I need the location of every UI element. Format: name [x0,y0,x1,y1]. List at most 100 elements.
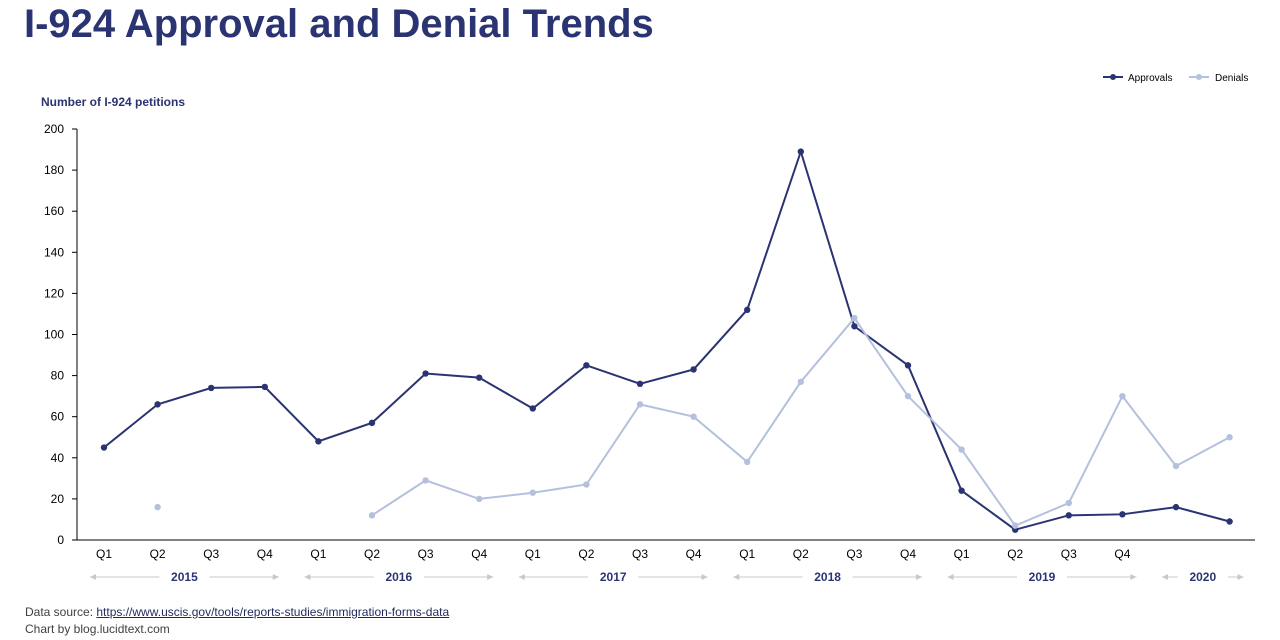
data-point-approvals [100,444,108,451]
x-tick-label: Q2 [793,547,809,561]
y-tick-label: 0 [57,533,64,547]
data-point-denials [1226,434,1233,441]
y-axis-label: Number of I-924 petitions [41,95,185,109]
y-tick-label: 80 [51,369,65,383]
y-tick-label: 120 [44,286,64,300]
x-tick-label: Q4 [471,547,487,561]
year-group-2019: 2019 [947,570,1137,584]
year-arrowhead-right [916,574,922,580]
legend: Approvals Denials [1103,73,1248,84]
year-arrowhead-left [90,574,96,580]
data-point-denials [904,392,912,400]
axes: 0 20 40 60 80 100 120 140 160 180 200 [44,122,1255,547]
legend-denials-label: Denials [1215,73,1248,84]
x-tick-label: Q1 [96,547,112,561]
series-approvals [100,148,1233,533]
data-point-approvals [1065,512,1073,519]
series-denials [154,314,1233,529]
year-arrowhead-right [487,574,494,580]
chart-title: I-924 Approval and Denial Trends [24,2,654,46]
x-tick-label: Q3 [203,547,219,561]
x-tick-label: Q2 [364,547,380,561]
x-tick-label: Q3 [418,547,434,561]
y-tick-label: 160 [44,204,64,218]
x-axis-labels: Q1 Q2 Q3 Q4 Q1 Q2 Q3 Q4 Q1 Q2 Q3 Q4 Q1 Q2 Q3 Q4 Q1 Q2 Q3 Q4… [90,547,1244,584]
x-tick-label: Q4 [686,547,702,561]
data-point-approvals [476,374,483,381]
data-point-denials [1012,522,1019,529]
year-group-2015: 2015 [90,570,279,584]
data-point-approvals [1226,518,1233,525]
data-point-denials [797,378,804,385]
year-group-2020: 2020 [1162,570,1244,584]
data-point-denials [744,458,751,466]
data-point-denials [583,481,590,488]
data-point-approvals [208,384,215,392]
x-tick-label: Q3 [632,547,648,561]
data-point-approvals [1172,503,1180,511]
data-point-approvals [154,401,161,408]
x-tick-label: Q4 [1114,547,1130,561]
year-label: 2020 [1189,570,1216,584]
x-tick-label: Q1 [310,547,326,561]
year-arrowhead-left [304,574,311,580]
data-point-approvals [315,438,322,445]
data-point-approvals [583,362,590,369]
year-arrowhead-left [733,574,740,580]
line-chart: Number of I-924 petitions Approvals Deni… [41,73,1255,584]
year-label: 2015 [171,570,198,584]
year-arrowhead-left [1162,574,1168,580]
x-tick-label: Q4 [257,547,273,561]
y-tick-label: 180 [44,163,64,177]
data-point-denials [368,512,376,519]
y-tick-label: 20 [51,492,65,506]
data-point-denials [636,401,644,408]
x-tick-label: Q3 [846,547,862,561]
y-tick-label: 140 [44,245,64,259]
year-arrowhead-right [701,574,708,580]
year-arrowhead-left [947,574,954,580]
year-arrowhead-right [1130,574,1137,580]
data-point-approvals [529,405,536,412]
data-point-denials [529,489,536,496]
data-point-denials [476,495,483,503]
x-tick-label: Q1 [525,547,541,561]
chart-credit: Chart by blog.lucidtext.com [25,622,170,636]
data-point-denials [154,503,161,511]
year-group-2018: 2018 [733,570,922,584]
series-line-approvals [103,148,1230,531]
year-group-2016: 2016 [304,570,494,584]
x-tick-label: Q3 [1061,547,1077,561]
legend-approvals-marker [1110,74,1116,80]
data-point-denials [690,413,697,420]
year-arrowhead-right [272,574,279,580]
data-point-approvals [851,323,858,330]
y-tick-label: 100 [44,328,64,342]
year-arrowhead-left [518,574,525,580]
data-point-approvals [690,366,697,373]
year-label: 2018 [814,570,841,584]
x-tick-label: Q2 [1007,547,1023,561]
data-source-link[interactable]: https://www.uscis.gov/tools/reports-stud… [96,605,450,619]
x-tick-label: Q2 [578,547,594,561]
data-point-approvals [1119,511,1126,518]
y-tick-label: 40 [51,451,65,465]
year-label: 2017 [600,570,627,584]
year-group-2017: 2017 [518,570,708,584]
data-point-denials [851,314,858,322]
data-point-approvals [904,362,912,369]
data-point-denials [1065,499,1073,507]
data-source-prefix: Data source: [25,605,97,619]
year-label: 2019 [1029,570,1056,584]
data-point-approvals [368,419,376,427]
x-tick-label: Q4 [900,547,916,561]
y-tick-label: 200 [44,122,64,136]
data-point-denials [1119,392,1126,400]
year-arrowhead-right [1237,574,1244,580]
data-source: Data source: https://www.uscis.gov/tools… [25,605,449,619]
data-point-denials [422,477,429,484]
x-tick-label: Q1 [739,547,755,561]
data-point-approvals [422,370,429,377]
year-label: 2016 [385,570,412,584]
data-point-approvals [958,487,965,494]
